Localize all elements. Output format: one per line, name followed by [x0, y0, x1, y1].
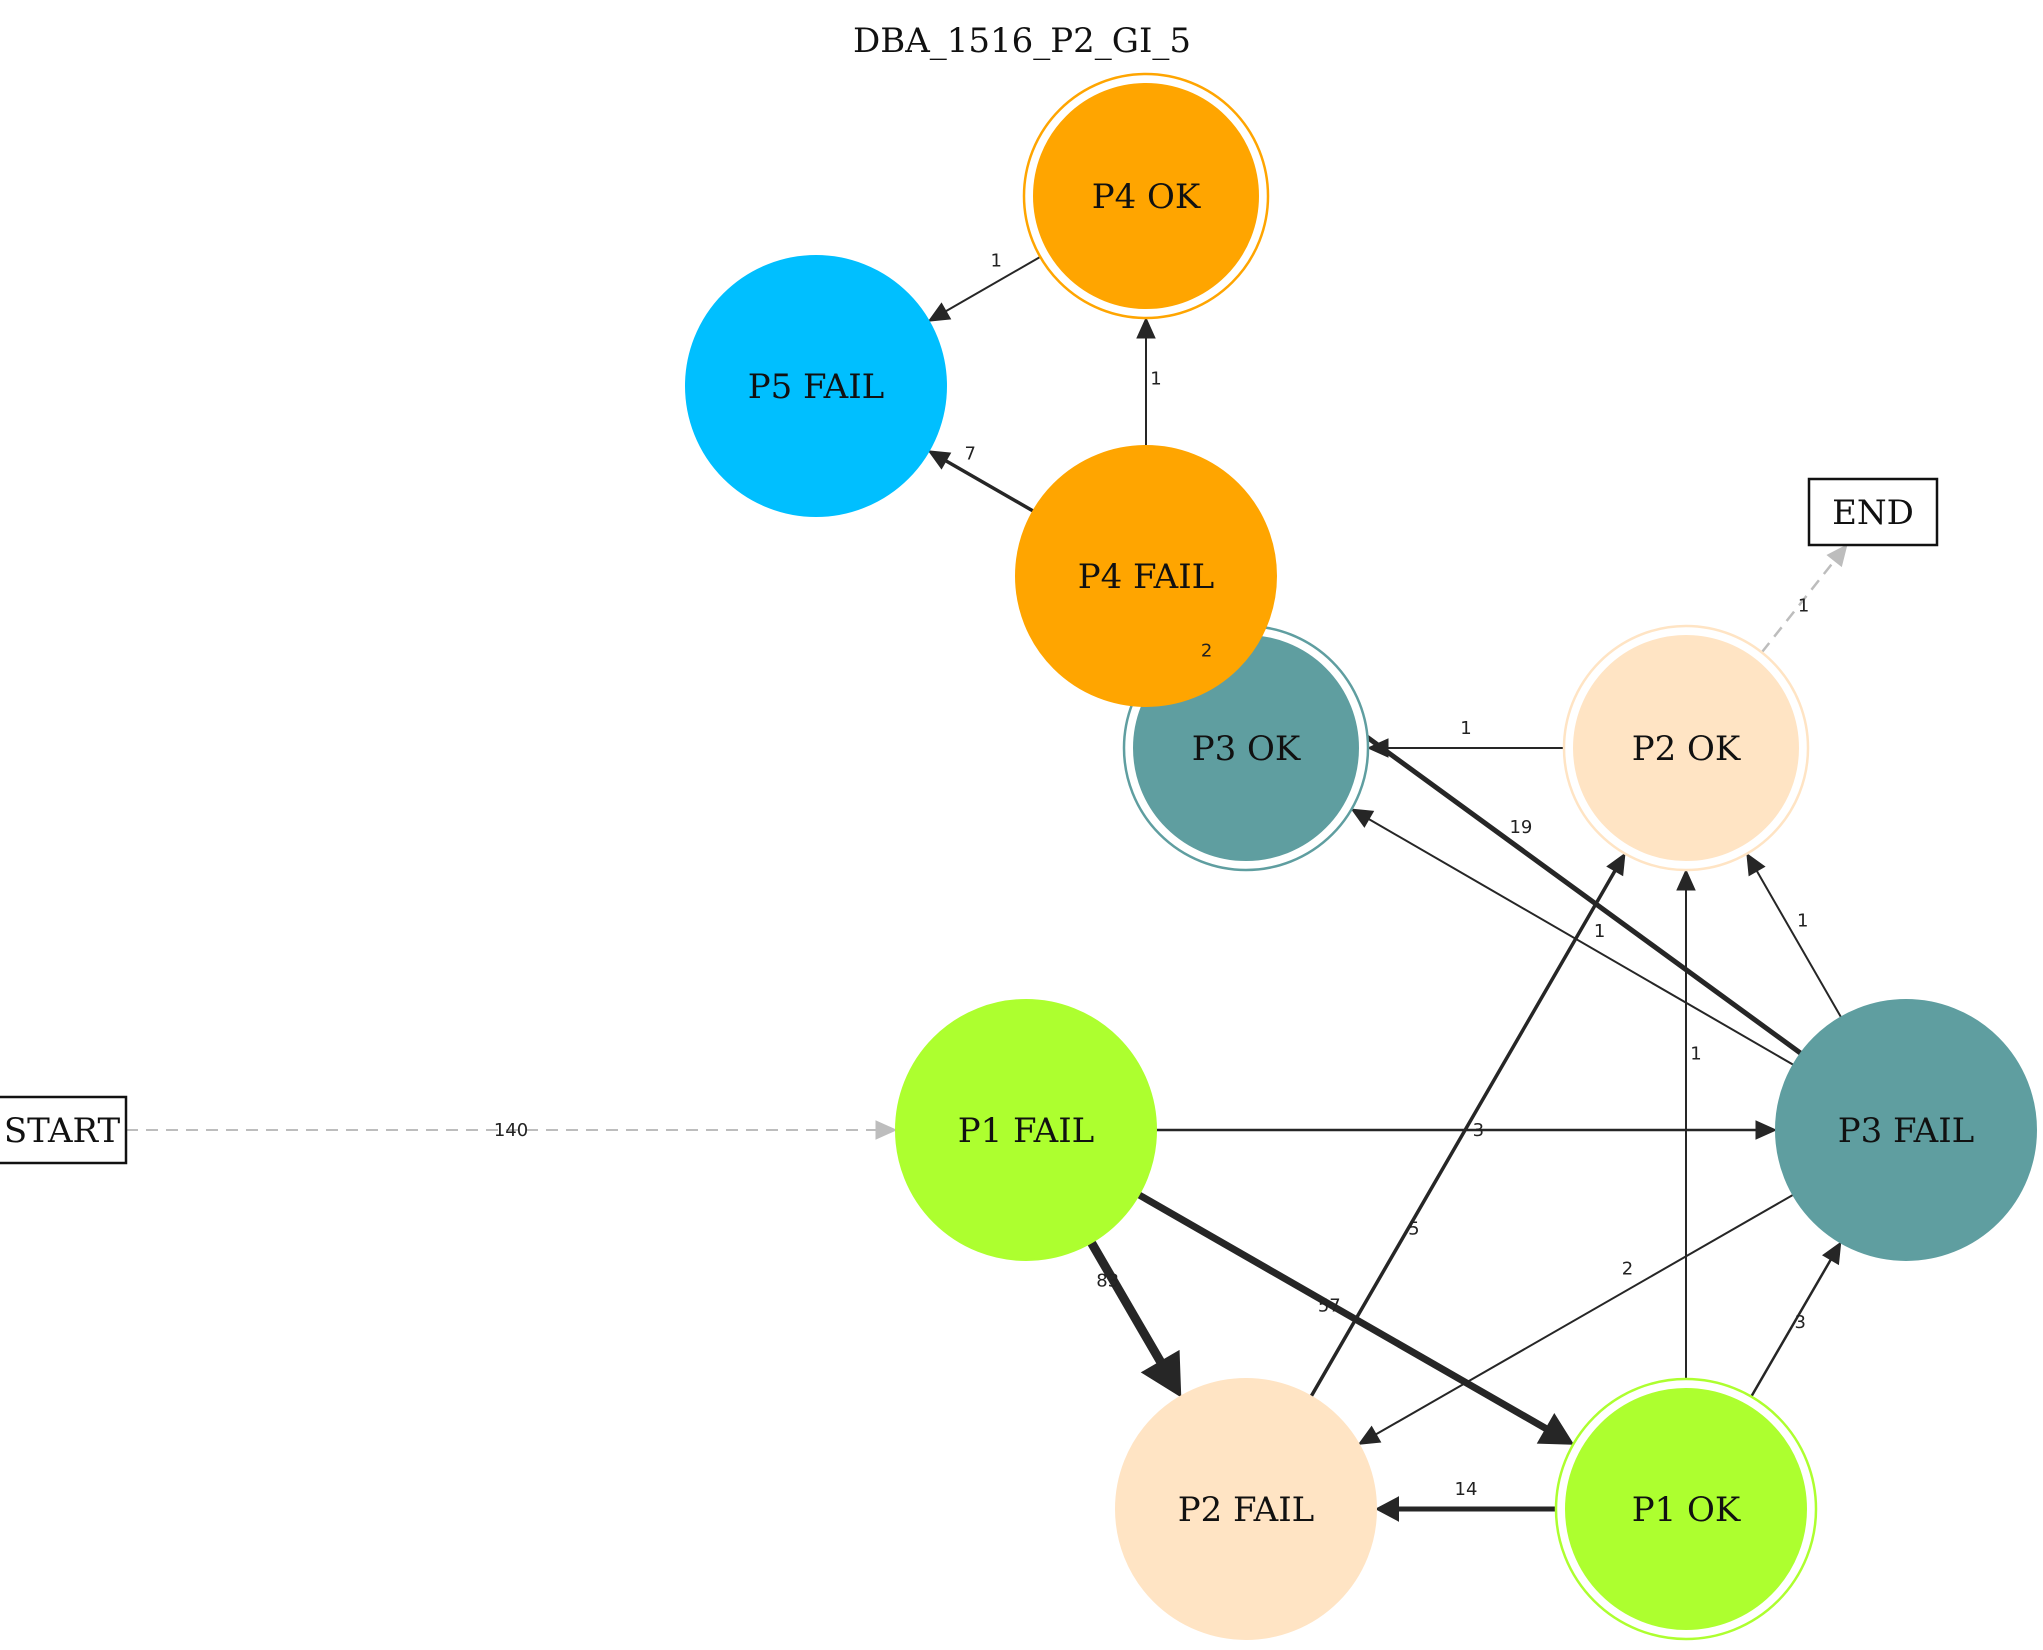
- node-label-p4fail: P4 FAIL: [1078, 557, 1215, 597]
- edge-p4ok-p5fail: [927, 256, 1041, 322]
- edge-p3fail-p3ok: [1350, 808, 1794, 1066]
- nodes-layer: START END P1 FAIL P1 OK P2 FAIL P2 OK P3 FAIL P…: [0, 72, 2037, 1641]
- edge-labels-layer: 140 83 57 3 14 3 1 5 2 1 1 19 1 1 2 7 1 1: [494, 251, 1810, 1500]
- edge-label-p1fail-p2fail: 83: [1096, 1271, 1119, 1292]
- edge-label-p1fail-p1ok: 57: [1318, 1296, 1341, 1317]
- edge-label-start-p1fail: 140: [494, 1120, 528, 1141]
- edge-arrowhead-p2fail-p2ok: [1606, 852, 1626, 877]
- edge-p1fail-p1ok: [1136, 1191, 1575, 1445]
- edge-arrowhead-p3fail-p2fail: [1357, 1425, 1382, 1445]
- node-start[interactable]: START: [0, 1095, 128, 1165]
- node-circle-p1fail: [895, 999, 1157, 1261]
- node-circle-p2fail: [1115, 1378, 1377, 1640]
- node-circle-p5fail: [685, 255, 947, 517]
- edge-line-p3fail-p2ok: [1756, 870, 1842, 1018]
- node-label-p1fail: P1 FAIL: [958, 1111, 1095, 1151]
- edge-arrowhead-p3fail-p3ok: [1350, 808, 1375, 828]
- edge-p2ok-p3ok: [1366, 738, 1564, 758]
- edge-label-p3fail-p2fail: 2: [1622, 1258, 1633, 1279]
- edge-p1fail-p3fail: [1156, 1120, 1778, 1140]
- edge-label-p1ok-p2fail: 14: [1455, 1479, 1478, 1500]
- edge-label-p3fail-p3ok: 1: [1594, 921, 1605, 942]
- node-p2ok[interactable]: P2 OK: [1562, 624, 1810, 872]
- edge-arrowhead-start-p1fail: [875, 1120, 898, 1140]
- edge-line-p2fail-p2ok: [1309, 870, 1617, 1398]
- edge-label-p4ok-p5fail: 1: [990, 251, 1001, 272]
- edge-line-p3fail-p3ok: [1368, 818, 1794, 1066]
- edge-p4fail-p5fail: [927, 450, 1035, 513]
- edge-start-p1fail: [126, 1120, 898, 1140]
- edge-arrowhead-p1fail-p2fail: [1140, 1349, 1182, 1398]
- edge-arrowhead-p1ok-p3fail: [1821, 1241, 1842, 1266]
- edge-label-p3fail-p2ok: 1: [1797, 911, 1808, 932]
- edge-line-p1ok-p3fail: [1750, 1259, 1832, 1398]
- edge-p3fail-p2ok: [1746, 852, 1842, 1018]
- node-p5fail[interactable]: P5 FAIL: [685, 255, 947, 517]
- node-circle-p1ok: [1565, 1388, 1807, 1630]
- edge-label-p1fail-p3fail: 3: [1473, 1120, 1484, 1141]
- edge-label-p2ok-p3ok: 1: [1460, 718, 1471, 739]
- edge-arrowhead-p1ok-p2ok: [1676, 868, 1696, 891]
- edge-arrowhead-p2ok-end: [1826, 544, 1848, 568]
- edge-p1ok-p3fail: [1750, 1241, 1842, 1398]
- edge-arrowhead-p1ok-p2fail: [1374, 1496, 1399, 1522]
- edge-p2ok-end: [1760, 544, 1848, 654]
- node-p4ok[interactable]: P4 OK: [1022, 72, 1270, 320]
- edge-line-p4ok-p5fail: [945, 256, 1041, 313]
- node-box-start: [0, 1095, 128, 1165]
- node-p4fail[interactable]: P4 FAIL: [1015, 445, 1277, 707]
- edge-label-p4fail-p3ok: 2: [1201, 640, 1212, 661]
- node-circle-p2ok: [1573, 635, 1799, 861]
- node-p1ok[interactable]: P1 OK: [1554, 1377, 1818, 1641]
- graph-title: DBA_1516_P2_GI_5: [853, 21, 1191, 61]
- edge-p4fail-p4ok: [1136, 316, 1156, 446]
- edges-layer: [126, 256, 1848, 1522]
- edge-arrowhead-p4fail-p4ok: [1136, 316, 1156, 339]
- edge-arrowhead-p4fail-p5fail: [927, 450, 952, 470]
- node-box-end: [1807, 477, 1939, 547]
- node-p2fail[interactable]: P2 FAIL: [1115, 1378, 1377, 1640]
- edge-p2fail-p2ok: [1309, 852, 1626, 1398]
- node-end[interactable]: END: [1807, 477, 1939, 547]
- edge-arrowhead-p3fail-p2ok: [1746, 852, 1766, 877]
- node-label-end: END: [1832, 493, 1914, 533]
- node-label-p4ok: P4 OK: [1092, 177, 1201, 217]
- edge-p1fail-p2fail: [1087, 1240, 1182, 1398]
- edge-label-p2fail-p2ok: 5: [1408, 1219, 1419, 1240]
- node-label-p2ok: P2 OK: [1632, 729, 1741, 769]
- edge-arrowhead-p2ok-p3ok: [1366, 738, 1389, 758]
- edge-label-p1ok-p2ok: 1: [1690, 1043, 1701, 1064]
- edge-arrowhead-p4ok-p5fail: [927, 302, 952, 322]
- edge-label-p2ok-end: 1: [1798, 596, 1809, 617]
- node-label-p3ok: P3 OK: [1192, 729, 1301, 769]
- edge-label-p1ok-p3fail: 3: [1794, 1312, 1805, 1333]
- node-p1fail[interactable]: P1 FAIL: [895, 999, 1157, 1261]
- edge-arrowhead-p1fail-p1ok: [1536, 1413, 1575, 1445]
- node-label-p5fail: P5 FAIL: [748, 367, 885, 407]
- node-label-p1ok: P1 OK: [1632, 1490, 1741, 1530]
- edge-label-p4fail-p4ok: 1: [1150, 368, 1161, 389]
- node-label-p3fail: P3 FAIL: [1838, 1111, 1975, 1151]
- node-p3fail[interactable]: P3 FAIL: [1775, 999, 2037, 1261]
- edge-p3fail-p2fail: [1357, 1193, 1794, 1445]
- edge-line-p1fail-p1ok: [1136, 1191, 1548, 1432]
- node-label-start: START: [4, 1111, 121, 1151]
- node-circle-p3fail: [1775, 999, 2037, 1261]
- edge-label-p4fail-p5fail: 7: [965, 443, 976, 464]
- edge-line-p4fail-p5fail: [945, 459, 1035, 513]
- node-circle-p4fail: [1015, 445, 1277, 707]
- edge-p1ok-p2ok: [1676, 868, 1696, 1379]
- edge-line-p1fail-p2fail: [1087, 1240, 1165, 1364]
- edge-arrowhead-p1fail-p3fail: [1755, 1120, 1778, 1140]
- edge-label-p3fail-p4fail: 19: [1509, 817, 1532, 838]
- edge-p1ok-p2fail: [1374, 1496, 1556, 1522]
- node-label-p2fail: P2 FAIL: [1178, 1490, 1315, 1530]
- edge-line-p3fail-p2fail: [1375, 1193, 1794, 1436]
- node-circle-p4ok: [1033, 83, 1259, 309]
